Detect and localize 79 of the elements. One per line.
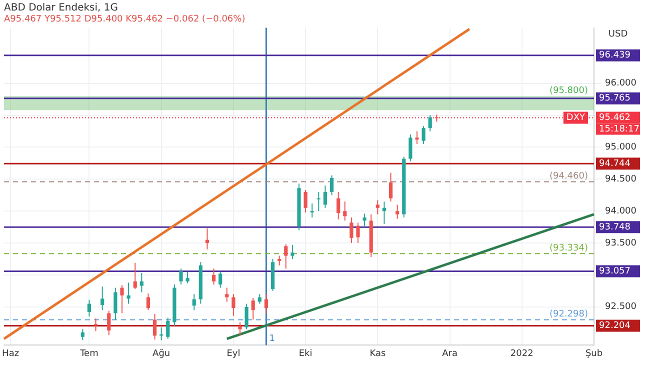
candlestick bbox=[284, 244, 288, 270]
candlestick bbox=[80, 328, 84, 341]
candlestick bbox=[376, 200, 380, 215]
x-tick-label: Şub bbox=[585, 348, 603, 359]
x-tick-label: Ara bbox=[442, 348, 458, 359]
candlestick bbox=[428, 114, 432, 132]
candlestick bbox=[133, 262, 137, 290]
candlestick bbox=[422, 126, 426, 145]
chart-subtitle: A95.467 Y95.512 D95.400 K95.462 −0.062 (−0.06%) bbox=[4, 14, 246, 25]
text: 15:18:17 bbox=[599, 124, 640, 135]
candlestick bbox=[356, 222, 360, 244]
candlestick bbox=[343, 201, 347, 222]
candlestick bbox=[218, 271, 222, 288]
candlestick bbox=[310, 202, 314, 218]
y-tick-label: 94.500 bbox=[605, 174, 637, 184]
candlestick bbox=[179, 268, 183, 286]
candlestick bbox=[94, 318, 98, 332]
candlestick bbox=[304, 190, 308, 213]
candlestick bbox=[415, 130, 419, 145]
ref-line-label: (93.334) bbox=[549, 243, 588, 254]
candlestick bbox=[244, 303, 248, 330]
ref-line-label: 95.462 bbox=[599, 113, 630, 124]
ref-line-label: 95.765 bbox=[599, 94, 630, 104]
candlestick bbox=[232, 294, 236, 316]
candlestick bbox=[140, 272, 144, 293]
chart-title: ABD Dolar Endeksi, 1G bbox=[4, 2, 118, 14]
ref-line-label: 96.439 bbox=[599, 50, 631, 61]
candlestick bbox=[388, 172, 393, 202]
ref-line-label: 93.748 bbox=[599, 222, 631, 233]
candlestick bbox=[350, 216, 354, 244]
x-tick-label: Haz bbox=[2, 348, 20, 359]
candlestick bbox=[316, 191, 320, 212]
y-tick-label: 94.000 bbox=[605, 206, 637, 216]
x-tick-label: Kas bbox=[370, 348, 386, 359]
candlestick bbox=[192, 294, 196, 311]
candlestick bbox=[396, 204, 400, 220]
candlestick bbox=[330, 174, 334, 196]
candlestick bbox=[251, 297, 255, 320]
candlestick bbox=[114, 287, 118, 320]
candlestick bbox=[336, 191, 340, 220]
x-tick-label: Eyl bbox=[226, 348, 240, 359]
candlestick bbox=[146, 292, 150, 311]
candlestick bbox=[382, 201, 386, 224]
candlestick bbox=[278, 255, 282, 266]
candlestick bbox=[225, 287, 229, 302]
ref-line-label: (92.298) bbox=[549, 310, 588, 320]
candlestick bbox=[120, 284, 124, 314]
annotation: DXY bbox=[566, 113, 586, 124]
band-label: (95.800) bbox=[549, 86, 588, 96]
candlestick bbox=[323, 185, 328, 208]
ref-line-label: 94.744 bbox=[599, 158, 631, 169]
y-tick-label: 92.500 bbox=[605, 302, 637, 312]
candlestick bbox=[126, 282, 130, 304]
candlestick bbox=[152, 313, 157, 340]
candlestick bbox=[186, 271, 190, 284]
candlestick bbox=[87, 299, 92, 317]
candlestick bbox=[264, 294, 268, 314]
candlestick bbox=[166, 317, 170, 340]
candlestick bbox=[107, 310, 111, 336]
y-tick-label: 95.000 bbox=[605, 142, 637, 153]
y-tick-label: 93.500 bbox=[605, 238, 637, 248]
ref-line-label: 92.204 bbox=[599, 321, 631, 332]
candlestick bbox=[258, 294, 262, 304]
candlestick bbox=[100, 286, 104, 311]
candlestick bbox=[205, 228, 210, 250]
y-tick-label: 96.000 bbox=[605, 78, 637, 89]
annotation: 1 bbox=[269, 334, 275, 344]
candlestick bbox=[362, 213, 366, 228]
candlestick bbox=[238, 322, 242, 336]
x-tick-label: Eki bbox=[298, 348, 312, 359]
x-tick-label: 2022 bbox=[510, 348, 534, 359]
candlestick bbox=[212, 268, 216, 286]
y-axis-title: USD bbox=[608, 30, 628, 40]
candlestick bbox=[290, 244, 294, 260]
ref-line-label: 93.057 bbox=[599, 266, 630, 277]
x-tick-label: Tem bbox=[79, 348, 98, 359]
x-tick-label: Ağu bbox=[152, 348, 170, 359]
candlestick bbox=[408, 134, 412, 162]
ref-line-label: (94.460) bbox=[549, 172, 588, 182]
